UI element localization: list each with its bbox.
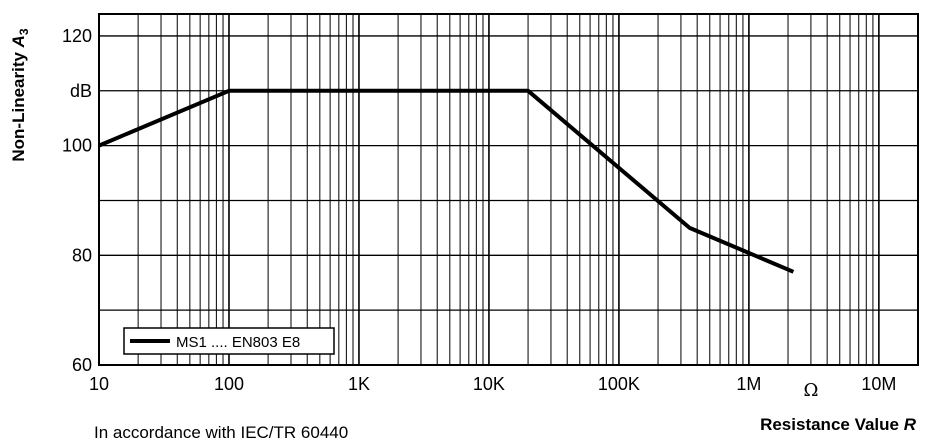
series-layer bbox=[98, 88, 795, 274]
y-unit-label: dB bbox=[70, 81, 92, 101]
x-tick-label: 10M bbox=[861, 374, 896, 394]
grid bbox=[98, 14, 919, 366]
legend-entry-label: MS1 .... EN803 E8 bbox=[176, 334, 300, 351]
x-tick-label: 100K bbox=[598, 374, 640, 394]
y-tick-labels: 60 80 100 120 bbox=[62, 26, 92, 375]
annotation-note: In accordance with IEC/TR 60440 bbox=[94, 423, 348, 442]
x-tick-label: 1K bbox=[348, 374, 370, 394]
x-tick-label: 100 bbox=[214, 374, 244, 394]
y-axis-title: Non-Linearity A3 bbox=[9, 28, 31, 162]
x-tick-label: 10 bbox=[89, 374, 109, 394]
x-tick-label: 1M bbox=[736, 374, 761, 394]
x-tick-labels: 10 100 1K 10K 100K 1M 10M bbox=[89, 374, 896, 394]
plot-frame bbox=[98, 13, 919, 366]
series-line-0 bbox=[98, 88, 795, 274]
y-tick-label: 120 bbox=[62, 26, 92, 46]
x-unit-symbol: Ω bbox=[803, 380, 818, 401]
y-tick-label: 60 bbox=[72, 355, 92, 375]
plot-border bbox=[98, 13, 919, 366]
x-tick-label: 10K bbox=[473, 374, 505, 394]
x-axis-title: Resistance Value R bbox=[760, 415, 917, 434]
legend: MS1 .... EN803 E8 bbox=[123, 327, 335, 355]
y-tick-label: 80 bbox=[72, 245, 92, 265]
y-tick-label: 100 bbox=[62, 136, 92, 156]
